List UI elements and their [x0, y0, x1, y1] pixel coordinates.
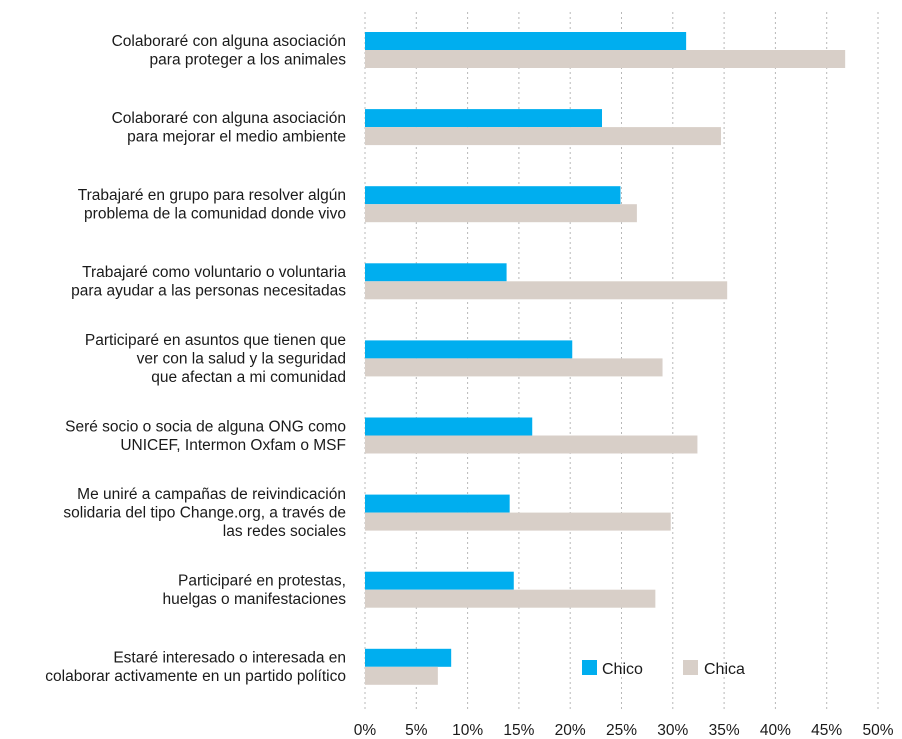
bars	[365, 32, 846, 685]
bar-chica	[365, 666, 438, 685]
category-label: Estaré interesado o interesada en colabor…	[45, 650, 346, 686]
bar-chica	[365, 512, 671, 531]
x-tick-label: 20%	[555, 722, 586, 739]
legend-label-chico: Chico	[602, 661, 643, 678]
x-tick-label: 50%	[862, 722, 893, 739]
bar-chico	[365, 571, 514, 590]
x-tick-label: 45%	[811, 722, 842, 739]
x-tick-labels: 0% 5% 10% 15% 20% 25% 30% 35% 40% 45% 50%	[354, 722, 894, 739]
bar-chico	[365, 494, 510, 513]
bar-chico	[365, 648, 452, 667]
category-label: Seré socio o socia de alguna ONG como UNI…	[65, 418, 346, 454]
bar-chico	[365, 263, 507, 282]
bar-chico	[365, 340, 573, 359]
x-tick-label: 40%	[760, 722, 791, 739]
x-tick-label: 35%	[709, 722, 740, 739]
x-tick-label: 0%	[354, 722, 377, 739]
legend-label-chica: Chica	[704, 661, 745, 678]
x-tick-label: 10%	[452, 722, 483, 739]
category-label: Participaré en asuntos que tienen que ver…	[85, 332, 346, 386]
legend: Chico Chica	[582, 660, 745, 678]
x-tick-label: 15%	[503, 722, 534, 739]
bar-chica	[365, 281, 728, 300]
category-label: Participaré en protestas, huelgas o manif…	[162, 572, 346, 608]
category-label: Trabajaré en grupo para resolver algún pr…	[78, 187, 346, 223]
bar-chico	[365, 32, 687, 50]
x-tick-label: 5%	[405, 722, 428, 739]
bar-chica	[365, 435, 698, 454]
category-label: Me uniré a campañas de reivindicación sol…	[63, 486, 346, 540]
category-labels: Colaboraré con alguna asociación para pro…	[45, 33, 346, 685]
bar-chico	[365, 417, 533, 436]
bar-chica	[365, 358, 663, 377]
bar-chica	[365, 204, 637, 223]
bar-chica	[365, 50, 846, 68]
legend-swatch-chica	[683, 660, 698, 675]
x-tick-label: 30%	[657, 722, 688, 739]
category-label: Colaboraré con alguna asociación para pro…	[112, 33, 347, 69]
bar-chica	[365, 589, 656, 608]
legend-swatch-chico	[582, 660, 597, 675]
bar-chica	[365, 127, 722, 146]
bar-chico	[365, 109, 603, 128]
x-tick-label: 25%	[606, 722, 637, 739]
category-label: Trabajaré como voluntario o voluntaria pa…	[71, 264, 346, 300]
category-label: Colaboraré con alguna asociación para mej…	[112, 110, 346, 146]
bar-chico	[365, 186, 621, 205]
